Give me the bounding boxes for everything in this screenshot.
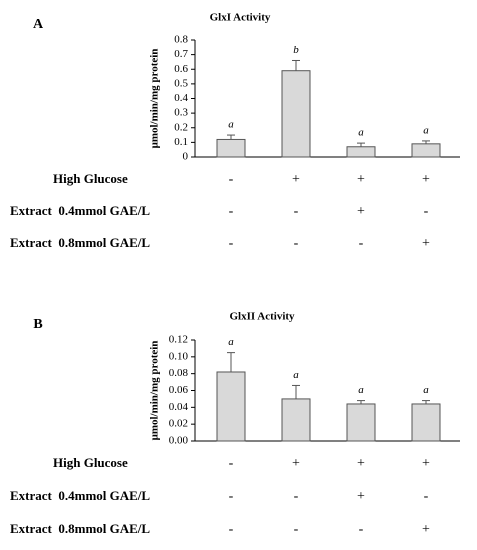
chart-title: GlxII Activity <box>229 311 295 323</box>
treatment-sign: - <box>424 489 429 504</box>
treatment-sign: - <box>229 204 234 219</box>
y-tick-label: 0.10 <box>169 350 189 362</box>
treatment-label: Extract 0.8mmol GAE/L <box>10 235 150 250</box>
y-tick-label: 0.1 <box>174 136 188 148</box>
treatment-sign: + <box>357 204 365 219</box>
y-tick-label: 0.5 <box>174 77 188 89</box>
treatment-label: Extract 0.4mmol GAE/L <box>10 488 150 503</box>
treatment-sign: + <box>422 522 430 537</box>
treatment-label: High Glucose <box>53 455 128 470</box>
treatment-sign: + <box>292 172 300 187</box>
treatment-sign: - <box>294 236 299 251</box>
treatment-sign: - <box>359 236 364 251</box>
y-tick-label: 0.4 <box>174 92 188 104</box>
treatment-sign: + <box>422 172 430 187</box>
significance-letter: a <box>358 384 364 396</box>
treatment-sign: + <box>357 489 365 504</box>
significance-letter: a <box>293 369 299 381</box>
panel-label: A <box>33 17 44 32</box>
treatment-sign: + <box>422 456 430 471</box>
treatment-sign: - <box>424 204 429 219</box>
treatment-label: Extract 0.4mmol GAE/L <box>10 203 150 218</box>
bar <box>216 371 246 442</box>
treatment-label: Extract 0.8mmol GAE/L <box>10 521 150 536</box>
treatment-sign: + <box>357 456 365 471</box>
bar <box>281 70 311 158</box>
significance-letter: a <box>228 336 234 348</box>
treatment-sign: - <box>229 236 234 251</box>
panel-label: B <box>33 317 42 332</box>
treatment-sign: - <box>229 522 234 537</box>
y-tick-label: 0.3 <box>174 107 188 119</box>
bar <box>346 146 376 158</box>
significance-letter: a <box>423 124 429 136</box>
treatment-sign: - <box>359 522 364 537</box>
bar <box>411 403 441 442</box>
treatment-sign: - <box>294 489 299 504</box>
significance-letter: a <box>228 119 234 131</box>
significance-letter: a <box>423 384 429 396</box>
bar <box>216 138 246 158</box>
significance-letter: a <box>358 127 364 139</box>
y-axis-label: μmol/min/mg protein <box>149 49 161 149</box>
bar <box>281 398 311 442</box>
y-tick-label: 0.02 <box>169 418 188 430</box>
bar <box>411 143 441 158</box>
chart-title: GlxI Activity <box>210 12 271 24</box>
y-tick-label: 0.2 <box>174 121 188 133</box>
bar <box>346 403 376 442</box>
y-tick-label: 0.04 <box>169 401 189 413</box>
y-tick-label: 0.00 <box>169 435 189 447</box>
y-tick-label: 0.8 <box>174 34 188 46</box>
y-tick-label: 0 <box>183 151 189 163</box>
treatment-sign: - <box>229 489 234 504</box>
treatment-sign: - <box>294 522 299 537</box>
y-axis-label: μmol/min/mg protein <box>149 341 161 441</box>
treatment-sign: - <box>294 204 299 219</box>
y-tick-label: 0.6 <box>174 63 188 75</box>
y-tick-label: 0.12 <box>169 334 188 346</box>
treatment-label: High Glucose <box>53 171 128 186</box>
significance-letter: b <box>293 44 299 56</box>
treatment-sign: + <box>422 236 430 251</box>
treatment-sign: + <box>357 172 365 187</box>
y-tick-label: 0.06 <box>169 384 189 396</box>
y-tick-label: 0.08 <box>169 367 189 379</box>
y-tick-label: 0.7 <box>174 48 188 60</box>
treatment-sign: - <box>229 456 234 471</box>
treatment-sign: - <box>229 172 234 187</box>
treatment-sign: + <box>292 456 300 471</box>
